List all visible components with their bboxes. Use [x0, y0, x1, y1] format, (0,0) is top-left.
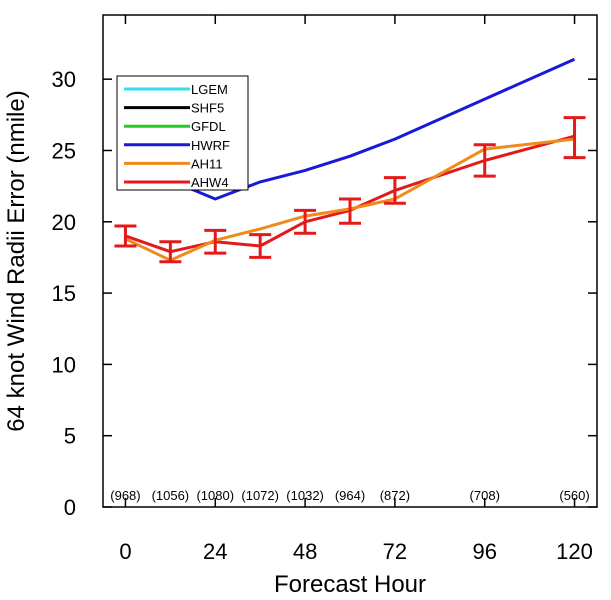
sample-count-label: (872)	[380, 488, 410, 503]
x-tick-label: 72	[383, 539, 407, 564]
legend-label-ahw4: AHW4	[191, 175, 229, 190]
y-tick-label: 0	[64, 495, 76, 520]
legend-label-lgem: LGEM	[191, 82, 228, 97]
y-tick-label: 20	[52, 210, 76, 235]
y-tick-label: 10	[52, 352, 76, 377]
y-tick-label: 30	[52, 67, 76, 92]
tick-marks	[103, 15, 597, 508]
plot-frame	[102, 14, 598, 508]
y-axis-title: 64 knot Wind Radii Error (nmile)	[3, 90, 30, 431]
x-tick-label: 96	[472, 539, 496, 564]
legend-label-shf5: SHF5	[191, 101, 224, 116]
sample-counts: (968) (1056) (1080) (1072) (1032) (964) (872) (…	[110, 488, 589, 503]
sample-count-label: (968)	[110, 488, 140, 503]
error-bars	[114, 116, 586, 264]
x-tick-label: 0	[119, 539, 131, 564]
sample-count-label: (964)	[335, 488, 365, 503]
sample-count-label: (1072)	[241, 488, 279, 503]
sample-count-label: (1056)	[152, 488, 190, 503]
sample-count-label: (1080)	[196, 488, 234, 503]
tick-labels: 0 24 48 72 96 120 0 5 10 15 20 25 30	[52, 67, 593, 564]
y-tick-label: 25	[52, 138, 76, 163]
sample-count-label: (708)	[470, 488, 500, 503]
legend-label-gfdl: GFDL	[191, 119, 226, 134]
y-tick-label: 15	[52, 281, 76, 306]
legend-box	[116, 75, 249, 191]
sample-count-label: (560)	[559, 488, 589, 503]
x-axis-title: Forecast Hour	[274, 571, 426, 598]
y-tick-label: 5	[64, 424, 76, 449]
legend: LGEM SHF5 GFDL HWRF AH11 AHW4	[116, 75, 249, 191]
sample-count-label: (1032)	[286, 488, 324, 503]
legend-label-hwrf: HWRF	[191, 138, 230, 153]
x-tick-label: 24	[203, 539, 227, 564]
x-tick-label: 48	[293, 539, 317, 564]
legend-label-ah11: AH11	[191, 156, 223, 171]
x-tick-label: 120	[556, 539, 593, 564]
